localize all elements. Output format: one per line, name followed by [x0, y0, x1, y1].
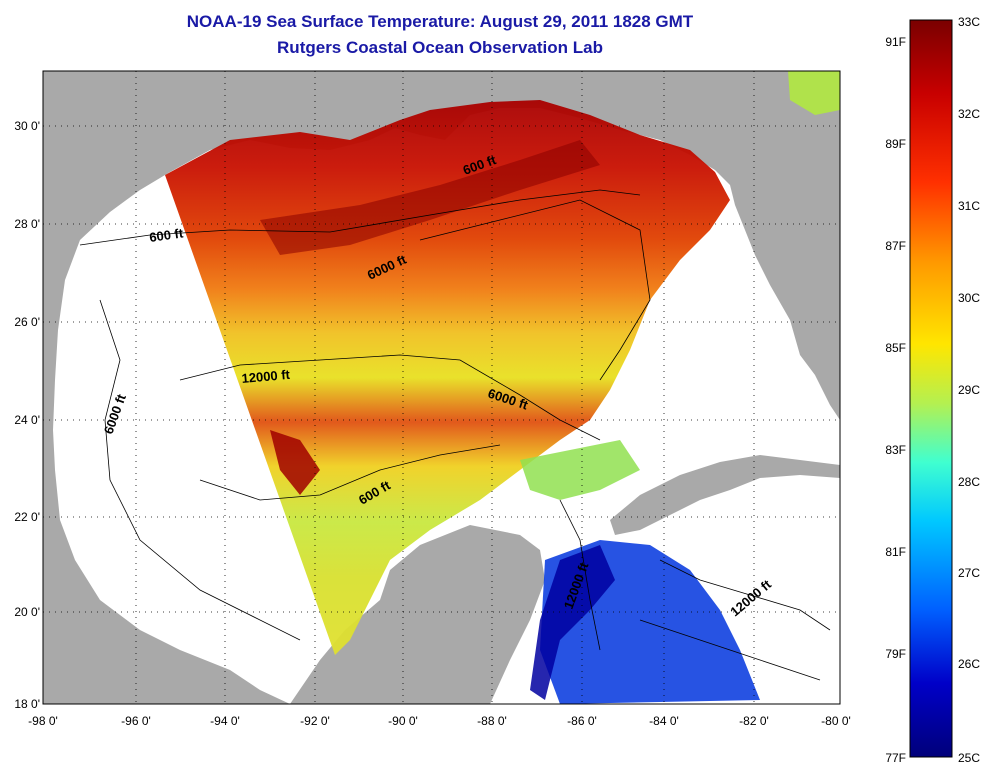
colorbar-celsius-label: 26C: [958, 657, 980, 671]
lon-tick: -90 0': [388, 714, 418, 728]
sst-warm-band: [260, 140, 600, 255]
colorbar-fahrenheit-label: 79F: [885, 647, 906, 661]
lat-tick: 28 0': [14, 217, 40, 231]
lat-tick: 22 0': [14, 510, 40, 524]
lon-tick: -82 0': [739, 714, 769, 728]
colorbar-fahrenheit-label: 91F: [885, 35, 906, 49]
latitude-ticks: 30 0' 28 0' 26 0' 24 0' 22 0' 20 0' 18 0…: [14, 119, 40, 711]
lat-tick: 20 0': [14, 605, 40, 619]
contour-label-600-west: 600 ft: [148, 225, 184, 245]
colorbar-celsius-label: 25C: [958, 751, 980, 765]
sst-warm-patch: [270, 430, 320, 495]
colorbar-fahrenheit-label: 81F: [885, 545, 906, 559]
land-yucatan: [290, 525, 545, 704]
lon-tick: -96 0': [121, 714, 151, 728]
lon-tick: -88 0': [477, 714, 507, 728]
colorbar-fahrenheit-label: 85F: [885, 341, 906, 355]
lon-tick: -80 0': [821, 714, 851, 728]
colorbar-celsius-label: 27C: [958, 566, 980, 580]
sst-fl-patch: [788, 71, 840, 115]
lon-tick: -94 0': [210, 714, 240, 728]
sst-mixed-patch: [520, 440, 640, 500]
colorbar-celsius-label: 28C: [958, 475, 980, 489]
contour-label-12000-central: 12000 ft: [241, 367, 291, 386]
map-title: NOAA-19 Sea Surface Temperature: August …: [186, 12, 694, 31]
lat-tick: 24 0': [14, 413, 40, 427]
longitude-ticks: -98 0' -96 0' -94 0' -92 0' -90 0' -88 0…: [28, 714, 851, 728]
colorbar-fahrenheit-label: 77F: [885, 751, 906, 765]
map-subtitle: Rutgers Coastal Ocean Observation Lab: [277, 38, 603, 57]
colorbar-celsius-label: 31C: [958, 199, 980, 213]
land-us-mexico: [43, 71, 840, 704]
lon-tick: -92 0': [300, 714, 330, 728]
lon-tick: -84 0': [649, 714, 679, 728]
lat-tick: 26 0': [14, 315, 40, 329]
colorbar-celsius-label: 33C: [958, 15, 980, 29]
bathymetry-contours: [79, 189, 831, 681]
lat-tick: 30 0': [14, 119, 40, 133]
sst-cool-core: [530, 545, 615, 700]
colorbar-fahrenheit-label: 89F: [885, 137, 906, 151]
colorbar-celsius-label: 29C: [958, 383, 980, 397]
colorbar-fahrenheit-label: 83F: [885, 443, 906, 457]
colorbar: 33C 32C 31C 30C 29C 28C 27C 26C 25C 91F …: [885, 15, 980, 765]
colorbar-fahrenheit-label: 87F: [885, 239, 906, 253]
colorbar-celsius-label: 30C: [958, 291, 980, 305]
land-cuba: [610, 455, 840, 535]
lon-tick: -98 0': [28, 714, 58, 728]
graticule: [43, 71, 840, 704]
lon-tick: -86 0': [567, 714, 597, 728]
map-area: [43, 71, 840, 704]
lat-tick: 18 0': [14, 697, 40, 711]
colorbar-gradient: [909, 19, 953, 758]
map-frame: [42, 70, 841, 705]
colorbar-celsius-label: 32C: [958, 107, 980, 121]
